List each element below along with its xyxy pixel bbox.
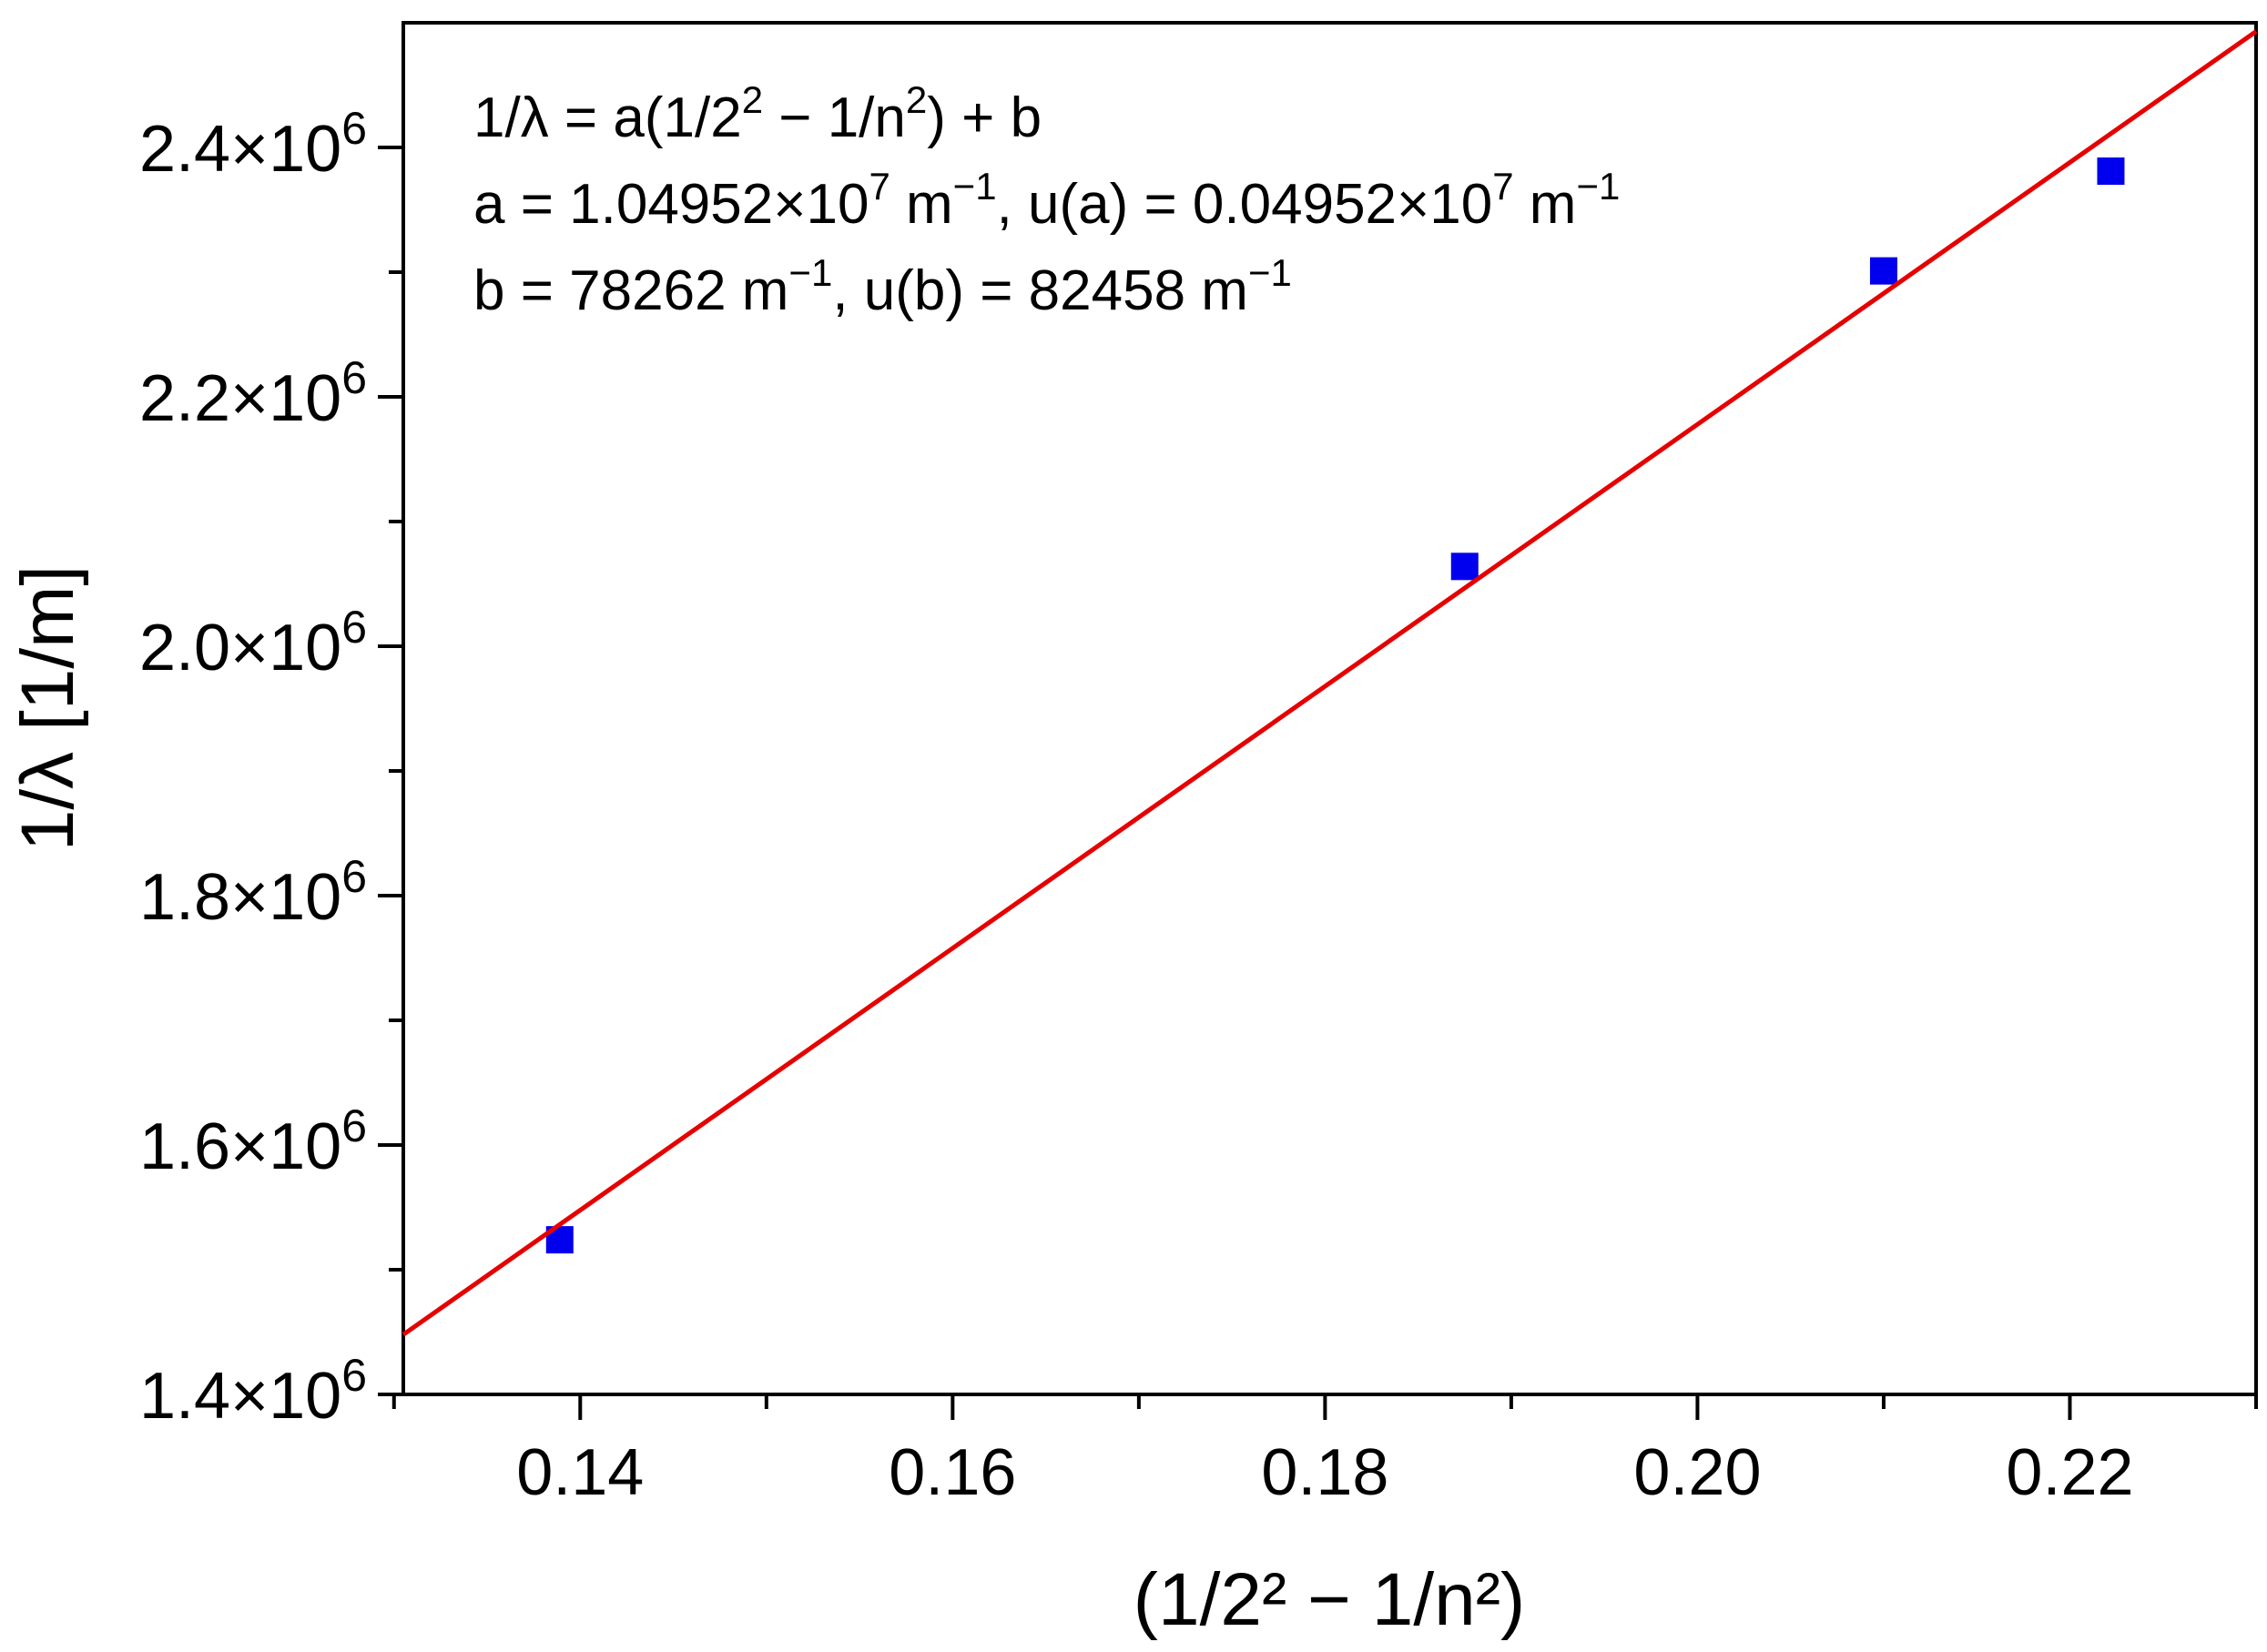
data-point: [1450, 552, 1479, 581]
x-axis-title: (1/2² − 1/n²): [1134, 1558, 1526, 1641]
x-tick-label: 0.14: [516, 1436, 644, 1509]
axis-ticks: [378, 146, 2258, 1420]
y-tick-label: 2.0×106: [139, 602, 367, 684]
y-axis-title: 1/λ [1/m]: [6, 565, 89, 851]
y-tick-label: 1.6×106: [139, 1100, 367, 1183]
fit-annotation-line: a = 1.04952×107 m−1, u(a) = 0.04952×107 …: [473, 165, 1620, 236]
y-tick-label: 2.2×106: [139, 352, 367, 435]
data-point: [1869, 257, 1897, 285]
fit-annotation-line: 1/λ = a(1/22 − 1/n2) + b: [473, 78, 1042, 149]
fit-annotation-line: b = 78262 m−1, u(b) = 82458 m−1: [473, 251, 1292, 322]
fit-line: [402, 29, 2258, 1337]
plot-frame: [402, 21, 2258, 1396]
series-layer: [402, 29, 2258, 1337]
fit-annotations: 1/λ = a(1/22 − 1/n2) + b a = 1.04952×107 …: [473, 78, 1620, 322]
y-tick-label: 1.4×106: [139, 1350, 367, 1433]
x-tick-label: 0.16: [889, 1436, 1016, 1509]
x-tick-label: 0.20: [1633, 1436, 1761, 1509]
tick-labels: 0.14 0.16 0.18 0.20 0.22 1.4×106 1.6×106 1.8×10…: [139, 103, 2134, 1509]
x-tick-label: 0.22: [2006, 1436, 2133, 1509]
data-point: [2097, 157, 2125, 186]
y-tick-label: 2.4×106: [139, 103, 367, 186]
x-tick-label: 0.18: [1261, 1436, 1388, 1509]
y-tick-label: 1.8×106: [139, 851, 367, 934]
